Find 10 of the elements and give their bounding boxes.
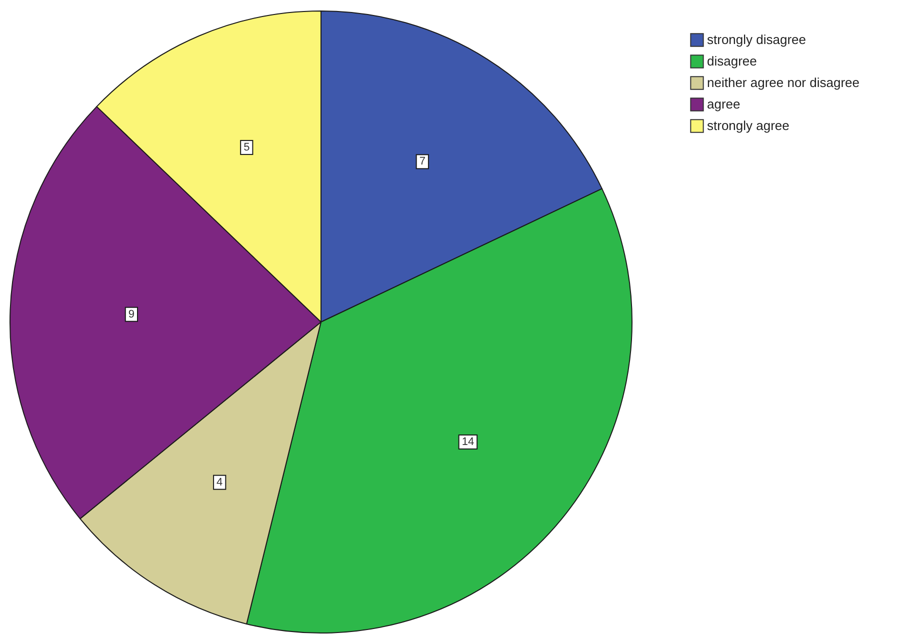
data-label: 5	[244, 141, 250, 154]
legend-label: strongly agree	[707, 118, 790, 133]
legend-label: agree	[707, 96, 740, 112]
data-label: 4	[216, 476, 223, 488]
data-label: 14	[462, 436, 474, 448]
data-label: 7	[419, 156, 426, 168]
legend-label: neither agree nor disagree	[707, 75, 860, 90]
legend-label: disagree	[707, 54, 757, 68]
legend-label: strongly disagree	[707, 32, 806, 47]
data-label: 9	[128, 308, 135, 320]
